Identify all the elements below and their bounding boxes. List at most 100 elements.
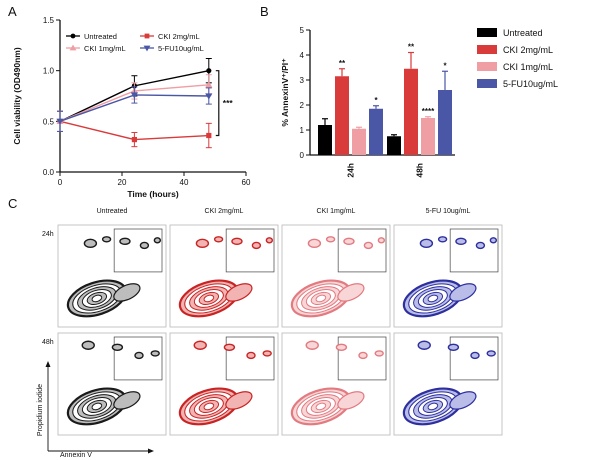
event-cluster	[455, 237, 467, 246]
bar-group	[387, 134, 401, 155]
panel-letter-c: C	[8, 196, 18, 211]
legend-entry: Untreated	[477, 28, 543, 38]
legend-label: Untreated	[84, 32, 117, 41]
flow-plot	[57, 332, 167, 436]
category-label: 48h	[415, 163, 425, 178]
quadrant-gate	[449, 228, 499, 273]
contour-tail	[225, 391, 253, 410]
panel-letter-a: A	[8, 4, 17, 19]
event-cluster	[325, 236, 336, 243]
legend-label: CKI 2mg/mL	[158, 32, 200, 41]
y-axis-label: Cell viability (OD490nm)	[12, 47, 22, 144]
legend-label: 5-FU10ug/mL	[158, 44, 204, 53]
x-tick-label: 0	[58, 178, 63, 187]
bar-group: *	[369, 96, 383, 155]
flow-plot	[57, 224, 167, 328]
flow-y-axis-label: Propidium iodide	[37, 384, 44, 436]
x-axis-label: Time (hours)	[127, 189, 178, 199]
significance-label: ****	[422, 107, 435, 116]
legend-swatch	[477, 28, 497, 37]
y-tick-label: 1.0	[43, 67, 55, 76]
legend-entry: 5-FU10ug/mL	[140, 44, 204, 53]
event-cluster	[335, 343, 348, 351]
legend-entry: CKI 1mg/mL	[477, 62, 553, 72]
y-tick-label: 1.5	[43, 16, 55, 25]
bar-group	[318, 118, 332, 155]
y-tick-label: 0	[300, 151, 305, 160]
data-point	[56, 118, 64, 125]
data-point	[131, 136, 137, 143]
flow-row-label: 48h	[42, 339, 54, 346]
event-cluster	[343, 237, 355, 246]
data-point	[206, 132, 212, 139]
flow-column-title: CKI 2mg/mL	[204, 208, 244, 215]
event-cluster	[305, 340, 319, 350]
x-axis-arrowhead	[148, 448, 154, 454]
event-cluster	[213, 236, 224, 243]
x-tick-label: 60	[242, 178, 251, 187]
event-cluster	[374, 350, 384, 357]
event-cluster	[134, 351, 144, 360]
flow-column-title: 5-FU 10ug/mL	[425, 208, 471, 215]
y-tick-label: 0.5	[43, 117, 55, 126]
event-cluster	[377, 237, 386, 244]
y-tick-label: 3	[300, 76, 305, 85]
quadrant-gate	[113, 336, 163, 381]
y-tick-label: 0.0	[43, 168, 55, 177]
legend-entry: Untreated	[66, 32, 117, 41]
flow-plots-svg: Annexin V Propidium iodide	[37, 224, 503, 459]
event-cluster	[231, 237, 243, 246]
event-cluster	[251, 241, 262, 250]
contour-tail	[113, 391, 141, 410]
bar	[404, 68, 418, 155]
flow-x-axis-label: Annexin V	[60, 452, 92, 459]
y-tick-label: 2	[300, 101, 305, 110]
contour-ring	[315, 402, 327, 411]
quadrant-gate	[337, 228, 387, 273]
bar	[352, 128, 366, 155]
flow-row-label: 24h	[42, 231, 54, 238]
significance-bracket	[215, 70, 220, 137]
flow-plot	[393, 332, 503, 436]
data-point	[205, 81, 213, 88]
event-cluster	[437, 236, 448, 243]
event-cluster	[265, 237, 274, 244]
quadrant-gate	[225, 336, 275, 381]
bar-group: *	[438, 61, 452, 155]
data-point	[205, 93, 213, 100]
legend-swatch	[477, 45, 497, 54]
legend-marker	[70, 33, 76, 39]
significance-label: *	[374, 96, 378, 105]
significance-label: ***	[223, 98, 234, 108]
legend-entry: 5-FU10ug/mL	[477, 79, 558, 89]
contour-ring	[203, 402, 215, 411]
event-cluster	[119, 237, 131, 246]
viability-line-chart: 0.0 0.5 1.0 1.5 0 20 40 60 Time (hours) Cell viab…	[12, 16, 251, 199]
bar	[335, 76, 349, 155]
contour-tail	[337, 283, 365, 302]
quadrant-gate	[449, 336, 499, 381]
bar	[421, 118, 435, 155]
bar-group: ****	[421, 107, 435, 155]
x-tick-label: 20	[118, 178, 127, 187]
legend-marker	[143, 45, 151, 52]
flow-axes: Annexin V Propidium iodide	[37, 361, 154, 459]
contour-tail	[449, 391, 477, 410]
event-cluster	[101, 236, 112, 243]
event-cluster	[470, 351, 480, 360]
quadrant-gate	[337, 336, 387, 381]
category-label: 24h	[346, 163, 356, 178]
y-tick-label: 5	[300, 26, 305, 35]
flow-plot	[281, 224, 391, 328]
legend-marker	[69, 44, 77, 51]
bar-group: **	[404, 43, 418, 155]
significance-label: **	[408, 43, 415, 52]
bar	[387, 136, 401, 155]
event-cluster	[195, 238, 210, 249]
event-cluster	[83, 238, 98, 249]
legend-entry: CKI 1mg/mL	[66, 44, 126, 53]
event-cluster	[447, 343, 460, 351]
event-cluster	[262, 350, 272, 357]
contour-ring	[91, 294, 103, 303]
